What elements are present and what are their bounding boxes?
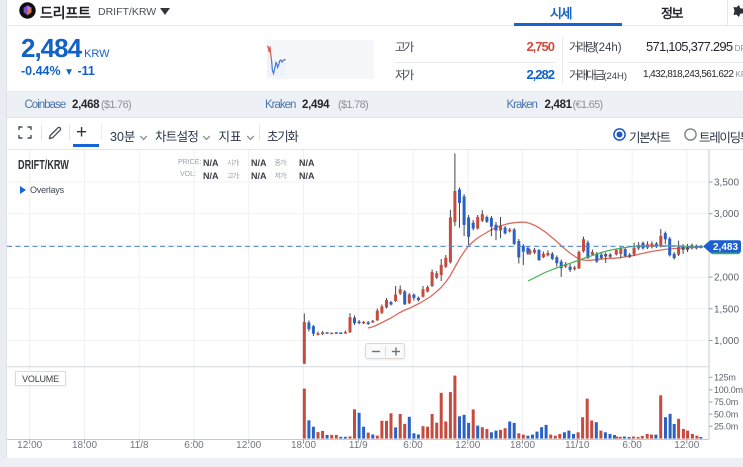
svg-text:2,000: 2,000: [714, 273, 739, 284]
svg-text:12:00: 12:00: [674, 440, 699, 451]
svg-text:2,483: 2,483: [713, 242, 738, 253]
svg-text:11/10: 11/10: [565, 440, 590, 451]
svg-text:6:00: 6:00: [403, 440, 423, 451]
svg-text:100.0m: 100.0m: [714, 385, 743, 395]
svg-text:125m: 125m: [714, 373, 736, 383]
svg-text:12:00: 12:00: [455, 440, 480, 451]
svg-text:11/8: 11/8: [130, 440, 149, 451]
svg-text:1,500: 1,500: [714, 304, 739, 315]
svg-text:6:00: 6:00: [184, 440, 204, 451]
svg-text:25.0m: 25.0m: [714, 421, 738, 431]
svg-text:12:00: 12:00: [17, 440, 42, 451]
svg-text:18:00: 18:00: [510, 440, 535, 451]
svg-text:6:00: 6:00: [622, 440, 642, 451]
svg-text:11/9: 11/9: [349, 440, 368, 451]
svg-text:18:00: 18:00: [291, 440, 316, 451]
svg-text:1,000: 1,000: [714, 336, 739, 347]
svg-text:3,000: 3,000: [714, 209, 739, 220]
svg-text:75.0m: 75.0m: [714, 397, 738, 407]
svg-text:18:00: 18:00: [72, 440, 97, 451]
svg-text:12:00: 12:00: [236, 440, 261, 451]
svg-text:50.0m: 50.0m: [714, 409, 738, 419]
svg-text:3,500: 3,500: [714, 178, 739, 189]
